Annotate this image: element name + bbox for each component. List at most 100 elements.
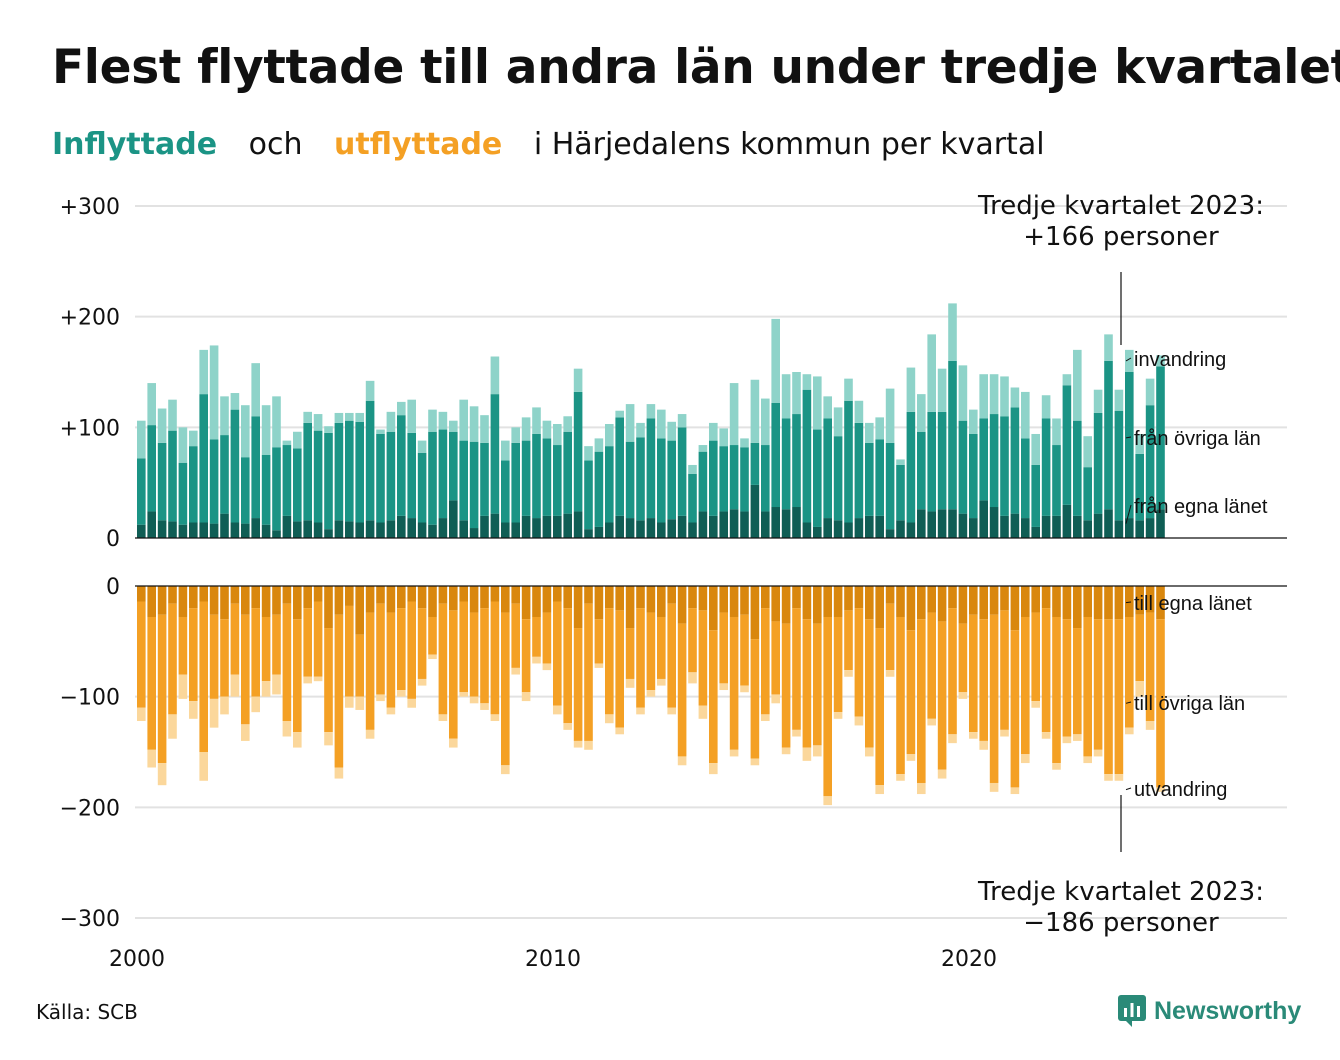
bar-out-egna [1073, 586, 1082, 629]
bar-in-ovriga [969, 433, 978, 519]
bar-in-invandring [625, 404, 635, 442]
bar-in-ovriga [573, 391, 583, 512]
bar-in-ovriga [168, 430, 177, 522]
bar-in-invandring [1021, 391, 1030, 439]
chart-subtitle: Inflyttade och utflyttade i Härjedalens … [52, 127, 1045, 162]
bar-out-egna [885, 586, 895, 604]
bar-in-invandring [823, 396, 832, 419]
bar-in-invandring [1010, 387, 1020, 408]
bar-in-ovriga [667, 440, 676, 520]
bar-in-ovriga [272, 447, 281, 531]
bar-in-invandring [459, 399, 468, 441]
bar-out-utvandring [1145, 721, 1155, 730]
bar-out-egna [698, 586, 708, 611]
bar-in-egna [438, 518, 448, 538]
bar-out-ovriga [272, 614, 281, 675]
bar-in-ovriga [740, 447, 749, 512]
bar-out-ovriga [1104, 619, 1113, 775]
bar-out-ovriga [417, 608, 427, 679]
bar-in-egna [605, 522, 614, 538]
bar-in-egna [885, 529, 895, 538]
bar-out-utvandring [615, 727, 624, 735]
series-label-bottom: till egna länet [1134, 593, 1252, 615]
bar-in-egna [230, 522, 240, 538]
bar-in-ovriga [553, 445, 562, 516]
bar-out-ovriga [303, 608, 312, 677]
bar-in-invandring [584, 446, 593, 461]
bar-out-egna [646, 586, 656, 613]
bar-in-ovriga [459, 440, 468, 521]
bar-out-ovriga [615, 610, 624, 728]
bar-out-egna [469, 586, 479, 613]
bar-out-egna [865, 586, 874, 620]
bar-in-invandring [1135, 433, 1144, 454]
newsworthy-logo-icon [1118, 995, 1146, 1027]
bar-out-egna [781, 586, 791, 624]
bar-in-ovriga [761, 445, 770, 512]
bar-in-egna [376, 522, 385, 538]
bar-in-ovriga [1010, 407, 1020, 514]
bar-in-egna [823, 518, 832, 538]
bar-out-ovriga [407, 601, 416, 699]
bar-in-egna [1145, 518, 1155, 538]
bar-out-utvandring [168, 714, 177, 739]
bar-out-egna [969, 586, 978, 615]
bar-out-ovriga [1114, 619, 1124, 775]
bar-out-ovriga [761, 608, 770, 715]
bar-in-egna [771, 507, 780, 538]
bar-in-ovriga [501, 460, 510, 523]
bar-out-ovriga [1093, 619, 1103, 750]
bar-out-egna [1052, 586, 1061, 617]
bar-out-utvandring [771, 694, 780, 704]
bar-in-invandring [937, 368, 947, 412]
bar-in-ovriga [698, 451, 708, 512]
bar-in-ovriga [449, 431, 458, 501]
bar-in-invandring [917, 394, 926, 432]
bar-out-egna [1000, 586, 1009, 611]
annotation-bottom-line1: Tredje kvartalet 2023: [977, 877, 1264, 907]
bar-out-egna [293, 586, 302, 620]
bar-out-egna [313, 586, 323, 602]
bar-in-egna [761, 511, 770, 538]
bar-in-egna [272, 530, 281, 538]
bar-out-utvandring [792, 729, 801, 737]
bar-out-utvandring [1104, 774, 1113, 781]
bar-in-ovriga [490, 394, 500, 514]
bar-out-utvandring [1114, 774, 1124, 781]
bar-in-invandring [293, 431, 302, 449]
bar-out-utvandring [282, 721, 292, 737]
bar-out-egna [917, 586, 926, 620]
bar-out-egna [1031, 586, 1040, 613]
bar-out-egna [345, 586, 354, 606]
bar-out-ovriga [532, 616, 541, 657]
bar-out-egna [594, 586, 604, 620]
bar-in-ovriga [386, 431, 396, 521]
bar-out-egna [251, 586, 260, 609]
bar-in-egna [615, 515, 624, 538]
bar-in-invandring [365, 380, 375, 401]
y-tick-label-top: 0 [106, 527, 120, 552]
bar-out-utvandring [875, 785, 884, 795]
bar-out-utvandring [698, 705, 708, 719]
bar-in-invandring [1156, 355, 1165, 367]
bar-out-ovriga [501, 612, 510, 766]
bar-in-egna [1104, 509, 1113, 538]
bar-out-utvandring [1021, 754, 1030, 764]
bar-out-egna [459, 586, 468, 602]
bar-out-utvandring [958, 692, 968, 699]
bar-out-egna [168, 586, 177, 604]
bar-out-utvandring [1093, 749, 1103, 757]
bar-out-egna [189, 586, 198, 609]
bar-in-invandring [771, 318, 780, 403]
bar-out-ovriga [750, 639, 760, 759]
bar-out-ovriga [875, 628, 884, 786]
bar-in-ovriga [584, 460, 593, 530]
bar-out-utvandring [230, 674, 240, 697]
bar-in-ovriga [313, 430, 323, 523]
bar-out-utvandring [261, 681, 271, 697]
bar-out-ovriga [1041, 608, 1051, 733]
bar-out-ovriga [1000, 610, 1009, 730]
bar-in-egna [428, 524, 437, 538]
bar-out-egna [137, 586, 146, 602]
bar-out-utvandring [740, 685, 749, 693]
